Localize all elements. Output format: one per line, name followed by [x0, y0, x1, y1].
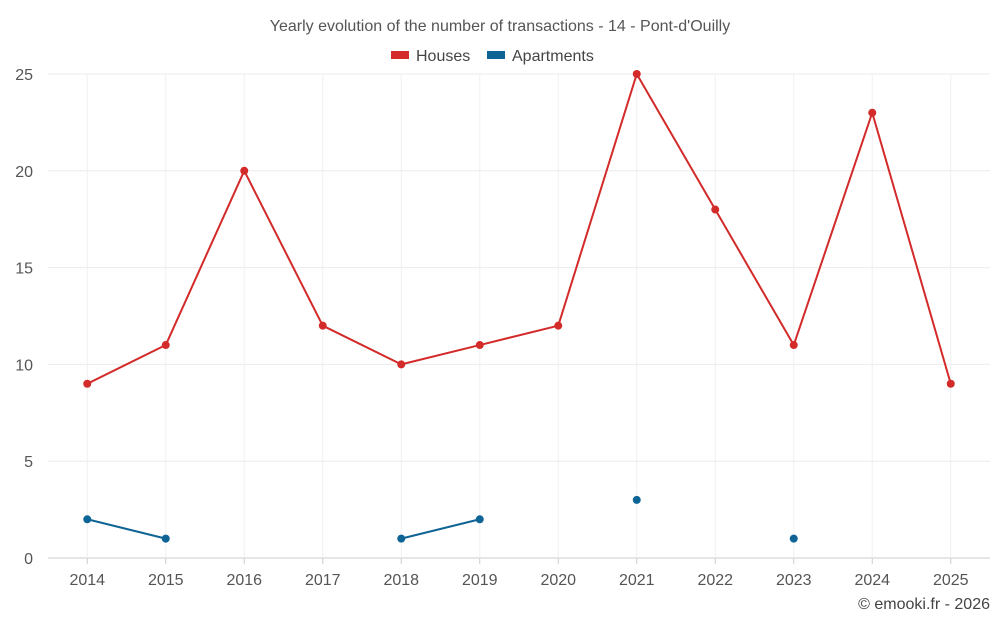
data-point-apartments-2023[interactable] — [789, 534, 798, 543]
legend-label-houses: Houses — [416, 48, 470, 65]
y-tick-label: 0 — [24, 551, 33, 568]
data-point-houses-2025[interactable] — [946, 379, 955, 388]
data-point-houses-2014[interactable] — [83, 379, 92, 388]
series-line-apartments — [401, 518, 480, 540]
x-tick-label: 2014 — [69, 572, 105, 589]
data-point-houses-2015[interactable] — [161, 341, 170, 350]
data-point-apartments-2018[interactable] — [397, 534, 406, 543]
credit-text: © emooki.fr - 2026 — [858, 596, 990, 613]
y-axis: 0 5 10 15 20 25 — [15, 67, 33, 568]
x-tick-label: 2025 — [933, 572, 969, 589]
data-point-houses-2017[interactable] — [318, 321, 327, 330]
x-tick-label: 2019 — [462, 572, 498, 589]
plot-area — [83, 70, 955, 543]
x-axis: 2014 2015 2016 2017 2018 2019 2020 2021 2022 2023… — [69, 558, 969, 589]
x-tick-label: 2023 — [776, 572, 812, 589]
x-tick-label: 2024 — [854, 572, 890, 589]
data-point-houses-2023[interactable] — [789, 341, 798, 350]
x-tick-label: 2017 — [305, 572, 341, 589]
legend-item-apartments[interactable]: Apartments — [487, 48, 594, 65]
gridlines — [48, 73, 990, 559]
chart-title: Yearly evolution of the number of transa… — [270, 18, 730, 35]
legend-item-houses[interactable]: Houses — [391, 48, 470, 65]
y-tick-label: 10 — [15, 357, 33, 374]
x-tick-label: 2021 — [619, 572, 655, 589]
x-tick-label: 2018 — [383, 572, 419, 589]
series-line-apartments — [87, 518, 166, 540]
data-point-apartments-2021[interactable] — [632, 495, 641, 504]
data-point-apartments-2019[interactable] — [475, 515, 484, 524]
legend-swatch-apartments — [487, 51, 505, 59]
data-point-houses-2018[interactable] — [397, 360, 406, 369]
data-point-houses-2024[interactable] — [868, 108, 877, 117]
data-point-apartments-2015[interactable] — [161, 534, 170, 543]
data-point-houses-2016[interactable] — [240, 166, 249, 175]
y-tick-label: 5 — [24, 454, 33, 471]
legend: Houses Apartments — [391, 48, 594, 65]
x-tick-label: 2015 — [148, 572, 184, 589]
legend-swatch-houses — [391, 51, 409, 59]
y-tick-label: 25 — [15, 67, 33, 84]
x-tick-label: 2016 — [226, 572, 262, 589]
data-point-apartments-2014[interactable] — [83, 515, 92, 524]
legend-label-apartments: Apartments — [512, 48, 594, 65]
data-point-houses-2021[interactable] — [632, 70, 641, 78]
data-point-houses-2020[interactable] — [554, 321, 563, 330]
y-tick-label: 15 — [15, 261, 33, 278]
x-tick-label: 2022 — [697, 572, 733, 589]
x-tick-label: 2020 — [540, 572, 576, 589]
data-point-houses-2022[interactable] — [711, 205, 720, 214]
series-line-houses — [86, 73, 952, 385]
y-tick-label: 20 — [15, 164, 33, 181]
data-point-houses-2019[interactable] — [475, 341, 484, 350]
